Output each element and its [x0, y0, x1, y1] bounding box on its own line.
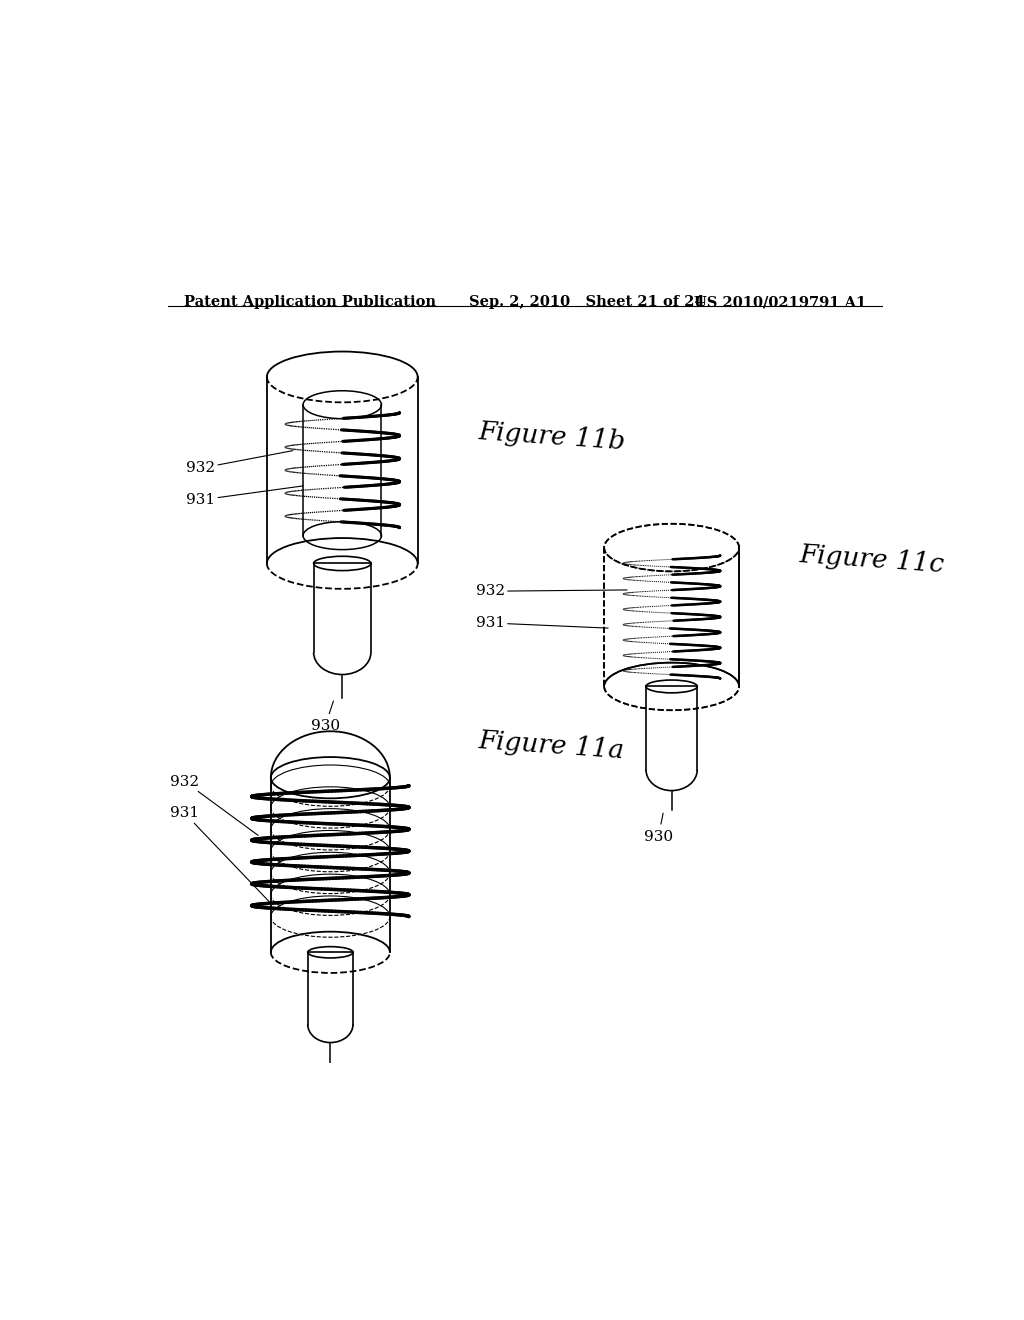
Text: Figure 11c: Figure 11c [799, 543, 945, 577]
Text: Sep. 2, 2010   Sheet 21 of 24: Sep. 2, 2010 Sheet 21 of 24 [469, 296, 705, 309]
Text: 932: 932 [170, 775, 258, 836]
Text: 932: 932 [186, 450, 293, 475]
Text: 930: 930 [644, 813, 673, 843]
Text: 932: 932 [476, 585, 627, 598]
Text: 931: 931 [186, 486, 303, 507]
Text: 931: 931 [476, 616, 608, 630]
Text: Figure 11b: Figure 11b [477, 418, 626, 454]
Text: US 2010/0219791 A1: US 2010/0219791 A1 [694, 296, 866, 309]
Text: 930: 930 [310, 701, 340, 733]
Text: Figure 11a: Figure 11a [477, 729, 625, 763]
Text: Patent Application Publication: Patent Application Publication [183, 296, 435, 309]
Text: 931: 931 [170, 807, 270, 903]
